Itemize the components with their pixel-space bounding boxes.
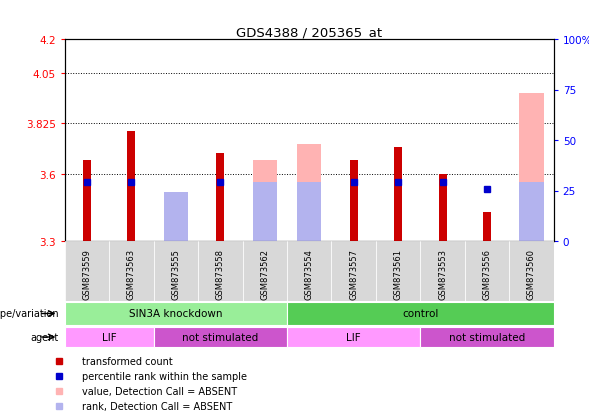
Bar (297, 182, 322, 242)
Bar (332, 242, 376, 301)
Bar (154, 242, 198, 301)
Bar (154, 328, 287, 347)
Bar (287, 242, 332, 301)
Bar (287, 302, 554, 325)
Text: genotype/variation: genotype/variation (0, 309, 59, 319)
Text: LIF: LIF (346, 332, 361, 342)
Bar (483, 212, 491, 242)
Text: not stimulated: not stimulated (449, 332, 525, 342)
Bar (253, 182, 277, 242)
Text: percentile rank within the sample: percentile rank within the sample (82, 371, 247, 381)
Text: GSM873560: GSM873560 (527, 249, 536, 299)
Bar (376, 242, 421, 301)
Bar (65, 328, 154, 347)
Bar (253, 161, 277, 242)
Text: GSM873553: GSM873553 (438, 249, 447, 299)
Text: GSM873554: GSM873554 (305, 249, 314, 299)
Text: control: control (402, 308, 439, 318)
Text: SIN3A knockdown: SIN3A knockdown (129, 308, 223, 318)
Text: LIF: LIF (102, 332, 117, 342)
Text: value, Detection Call = ABSENT: value, Detection Call = ABSENT (82, 386, 237, 396)
Bar (519, 182, 544, 242)
Bar (287, 328, 421, 347)
Bar (394, 147, 402, 242)
Title: GDS4388 / 205365_at: GDS4388 / 205365_at (236, 26, 382, 39)
Text: GSM873563: GSM873563 (127, 249, 136, 299)
Bar (421, 242, 465, 301)
Bar (109, 242, 154, 301)
Text: rank, Detection Call = ABSENT: rank, Detection Call = ABSENT (82, 401, 233, 411)
Text: GSM873561: GSM873561 (393, 249, 403, 299)
Bar (519, 94, 544, 242)
Text: GSM873558: GSM873558 (216, 249, 225, 299)
Text: transformed count: transformed count (82, 356, 173, 366)
Bar (83, 161, 91, 242)
Bar (65, 242, 109, 301)
Bar (65, 302, 287, 325)
Text: GSM873559: GSM873559 (82, 249, 91, 299)
Bar (243, 242, 287, 301)
Bar (127, 132, 135, 242)
Text: GSM873562: GSM873562 (260, 249, 269, 299)
Bar (509, 242, 554, 301)
Bar (216, 154, 224, 242)
Bar (465, 242, 509, 301)
Text: not stimulated: not stimulated (182, 332, 259, 342)
Bar (164, 192, 188, 242)
Text: agent: agent (31, 332, 59, 342)
Text: GSM873556: GSM873556 (482, 249, 491, 299)
Bar (198, 242, 243, 301)
Text: GSM873557: GSM873557 (349, 249, 358, 299)
Bar (297, 145, 322, 242)
Bar (164, 192, 188, 242)
Text: GSM873555: GSM873555 (171, 249, 180, 299)
Bar (350, 161, 358, 242)
Bar (421, 328, 554, 347)
Bar (439, 174, 446, 242)
